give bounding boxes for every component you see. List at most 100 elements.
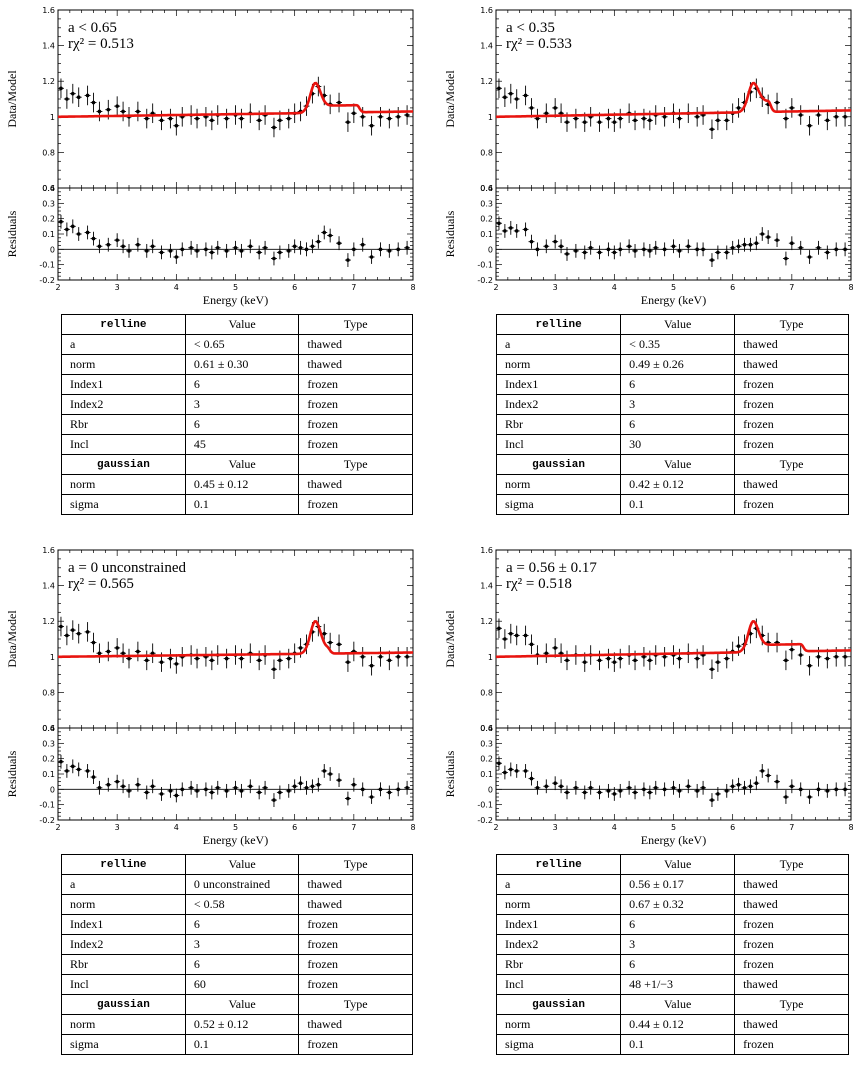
data-marker xyxy=(59,624,63,629)
data-point xyxy=(496,618,502,639)
residual-marker xyxy=(115,779,119,784)
x-tick-label: 8 xyxy=(410,283,415,292)
y-tick-label: 0.8 xyxy=(480,688,493,697)
residual-point xyxy=(617,783,624,798)
x-tick-label: 6 xyxy=(292,823,297,832)
table-header-row: relline Value Type xyxy=(495,314,849,335)
type-header: Type xyxy=(734,854,849,875)
residual-marker xyxy=(582,790,587,795)
residual-marker xyxy=(633,249,637,253)
x-tick-label: 5 xyxy=(671,283,676,292)
data-point xyxy=(377,107,384,127)
data-point xyxy=(501,87,508,108)
data-point xyxy=(395,107,402,127)
parameter-type: frozen xyxy=(734,414,849,435)
parameter-name: Rbr xyxy=(61,954,186,975)
data-point xyxy=(507,623,514,644)
residual-point xyxy=(661,782,668,797)
y-tick-label: 0.8 xyxy=(42,688,55,697)
residual-marker xyxy=(298,246,303,250)
residual-marker xyxy=(716,250,720,255)
data-marker xyxy=(85,93,90,98)
residual-point xyxy=(386,243,393,258)
table-row: Index1 6 frozen xyxy=(495,914,849,935)
residual-point xyxy=(63,222,70,237)
x-tick-label: 8 xyxy=(410,823,415,832)
residual-marker xyxy=(278,790,282,795)
residual-marker xyxy=(508,226,513,230)
residual-point xyxy=(58,214,64,229)
residual-marker xyxy=(544,784,549,789)
residual-marker xyxy=(798,787,803,792)
residual-marker xyxy=(337,241,341,245)
residual-point xyxy=(143,785,150,800)
residual-marker xyxy=(843,787,847,792)
residual-marker xyxy=(278,250,282,255)
data-marker xyxy=(174,662,179,666)
residual-point xyxy=(194,243,200,258)
residual-marker xyxy=(695,789,699,793)
data-marker xyxy=(508,631,513,636)
residual-point xyxy=(202,242,209,257)
type-header: Type xyxy=(734,994,849,1015)
residual-marker xyxy=(597,790,602,795)
residual-point xyxy=(285,783,292,798)
residual-point xyxy=(640,242,647,257)
data-marker xyxy=(257,118,261,123)
residual-marker xyxy=(503,229,507,233)
residual-point xyxy=(759,764,766,778)
residual-axes-frame xyxy=(57,727,414,821)
x-tick-label: 5 xyxy=(233,283,238,292)
residual-marker xyxy=(574,249,578,253)
y-axis-label-top: Data/Model xyxy=(5,70,19,128)
parameter-type: frozen xyxy=(734,934,849,955)
data-marker xyxy=(174,123,179,128)
residual-point xyxy=(386,785,393,800)
parameter-value: 0 unconstrained xyxy=(184,874,300,895)
residual-marker xyxy=(59,219,63,224)
panel-top-right: 2 3 4 5 6 7 8 0.6 0.8 1 1.2 1.4 1.6 -0.2 -0.1 0 0.1 0.2 0.… xyxy=(438,0,865,535)
data-point xyxy=(522,625,529,646)
residual-marker xyxy=(701,247,705,252)
parameter-value: 30 xyxy=(620,434,736,455)
residual-point xyxy=(700,242,707,257)
table-row: norm 0.44 ± 0.12 thawed xyxy=(495,1014,849,1035)
residual-marker xyxy=(65,769,69,773)
residual-marker xyxy=(582,250,587,255)
data-point xyxy=(336,634,342,655)
residual-point xyxy=(214,780,221,795)
data-marker xyxy=(843,655,847,659)
residual-point xyxy=(714,245,721,260)
residual-marker xyxy=(784,795,788,799)
data-marker xyxy=(790,647,794,652)
residual-point xyxy=(321,764,328,778)
residual-marker xyxy=(85,769,90,773)
fit-plot: 2 3 4 5 6 7 8 0.6 0.8 1 1.2 1.4 1.6 -0.2 -0.1 0 0.1 0.2 0.… xyxy=(443,6,854,307)
parameter-value: 0.1 xyxy=(184,494,300,515)
parameter-type: thawed xyxy=(298,874,413,895)
residual-marker xyxy=(618,789,623,793)
data-point xyxy=(114,96,121,116)
y-tick-label: 0.8 xyxy=(42,148,55,157)
residual-marker xyxy=(653,246,658,250)
data-marker xyxy=(65,97,69,101)
data-point xyxy=(661,107,668,127)
y-axis-label-top: Data/Model xyxy=(5,610,19,668)
data-marker xyxy=(195,116,199,121)
residual-marker xyxy=(648,790,652,795)
data-point xyxy=(350,641,357,662)
residual-marker xyxy=(588,786,593,790)
residual-point xyxy=(105,237,112,252)
residual-marker xyxy=(612,250,617,255)
data-point xyxy=(167,648,174,669)
residual-marker xyxy=(736,782,741,787)
data-marker xyxy=(286,116,291,121)
residual-point xyxy=(309,239,316,254)
table-row: norm 0.67 ± 0.32 thawed xyxy=(495,894,849,915)
residual-point xyxy=(640,782,647,797)
value-header: Value xyxy=(620,854,736,875)
y-tick-label: 0.3 xyxy=(42,199,55,208)
residual-point xyxy=(788,779,795,794)
data-point xyxy=(271,117,277,138)
residual-marker xyxy=(150,784,155,789)
